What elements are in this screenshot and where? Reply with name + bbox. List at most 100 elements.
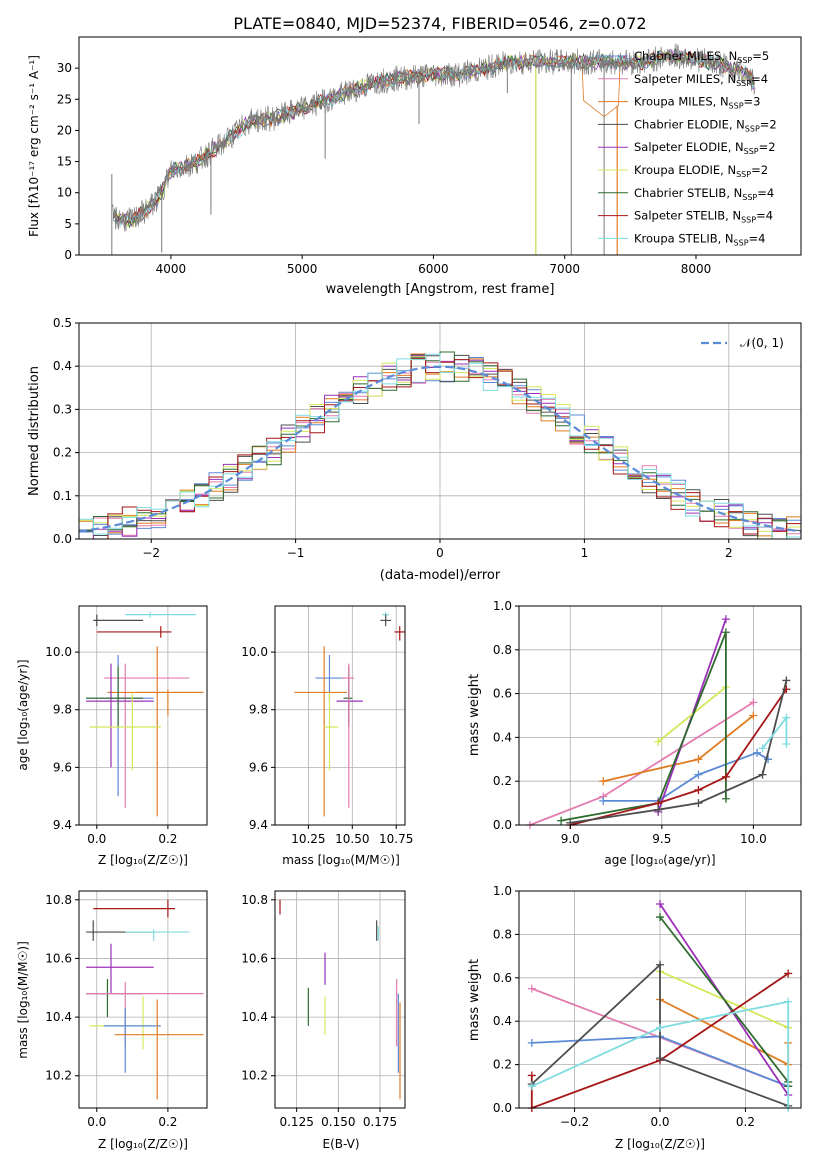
weight-vs-age-xtick-label: 9.5 <box>652 832 671 846</box>
weight-vs-age-marker-chabrier_elodie <box>758 770 767 779</box>
weight-vs-age-marker-chabrier_miles <box>694 770 703 779</box>
weight-vs-z-series-kroupa_miles <box>659 998 790 1067</box>
spectrum-ytick-label: 0 <box>64 248 72 262</box>
spectrum-ytick-label: 5 <box>64 217 72 231</box>
weight-vs-age-marker-salpeter_stelib <box>694 785 703 794</box>
weight-vs-age-marker-chabrier_miles <box>753 748 762 757</box>
spectrum-ylabel: Flux [fλ10⁻¹⁷ erg cm⁻² s⁻¹ A⁻¹] <box>27 55 41 237</box>
hist-ytick-label: 0.0 <box>53 532 72 546</box>
weight-vs-age-series-chabrier_stelib <box>560 631 727 822</box>
weight-vs-age-marker-kroupa_miles <box>749 711 758 720</box>
hist-ylabel: Normed distribution <box>27 366 42 496</box>
hist-normal-curve <box>78 365 802 533</box>
age-vs-z-ytick-label: 9.6 <box>53 760 72 774</box>
weight-vs-age-marker-chabrier_elodie <box>654 805 663 814</box>
age-vs-mass-ytick-label: 9.8 <box>249 703 268 717</box>
spectrum-xlabel: wavelength [Angstrom, rest frame] <box>326 282 555 297</box>
spectrum-data-line <box>111 43 756 232</box>
weight-vs-z-marker-salpeter_stelib <box>784 969 793 978</box>
weight-vs-z-marker-salpeter_stelib <box>527 1071 536 1080</box>
age-vs-mass-ytick-label: 10.0 <box>241 645 268 659</box>
weight-vs-age-ytick-label: 0.6 <box>493 687 512 701</box>
figure-title: PLATE=0840, MJD=52374, FIBERID=0546, z=0… <box>233 14 646 33</box>
legend-label-8: Kroupa STELIB, NSSP=4 <box>634 231 765 247</box>
hist-ytick-label: 0.5 <box>53 316 72 330</box>
mass-vs-ebv-frame <box>274 890 406 1109</box>
age-vs-z-xlabel: Z [log₁₀(Z/Z☉)] <box>98 853 188 867</box>
legend-label-2: Kroupa MILES, NSSP=3 <box>634 95 760 111</box>
hist-ytick-label: 0.2 <box>53 446 72 460</box>
legend-label-4: Salpeter ELODIE, NSSP=2 <box>634 140 776 156</box>
weight-vs-age-xtick-label: 10.0 <box>740 832 767 846</box>
hist-xtick-label: −2 <box>142 546 160 560</box>
hist-xtick-label: −1 <box>287 546 305 560</box>
weight-vs-age-xtick-label: 9.0 <box>561 832 580 846</box>
hist-legend-label: 𝒩(0, 1) <box>740 336 784 350</box>
legend-label-3: Chabrier ELODIE, NSSP=2 <box>634 117 777 133</box>
spectrum-xtick-label: 8000 <box>681 262 712 276</box>
weight-vs-z-marker-salpeter_miles <box>527 984 536 993</box>
mass-vs-z-ytick-label: 10.6 <box>45 951 72 965</box>
weight-vs-z-marker-salpeter_elodie <box>656 900 664 909</box>
hist-series-kroupa_elodie <box>79 356 801 540</box>
weight-vs-age-ytick-label: 1.0 <box>493 599 512 613</box>
weight-vs-age-marker-kroupa_miles <box>694 755 703 764</box>
age-vs-mass-ytick-label: 9.4 <box>249 818 268 832</box>
weight-vs-z-ytick-label: 0.8 <box>493 927 512 941</box>
weight-vs-z-marker-kroupa_stelib <box>527 1082 536 1091</box>
age-vs-z-ytick-label: 9.8 <box>53 703 72 717</box>
weight-vs-z-marker-kroupa_stelib <box>784 997 793 1006</box>
hist-ytick-label: 0.1 <box>53 489 72 503</box>
mass-vs-ebv-xtick-label: 0.175 <box>363 1115 397 1129</box>
mass-vs-ebv-xtick-label: 0.150 <box>321 1115 355 1129</box>
mass-vs-ebv-xlabel: E(B-V) <box>322 1137 359 1151</box>
age-vs-mass-frame <box>274 605 406 826</box>
age-vs-mass-xtick-label: 10.25 <box>291 832 325 846</box>
age-vs-z-ytick-label: 9.4 <box>53 818 72 832</box>
weight-vs-age-marker-salpeter_miles <box>749 698 758 707</box>
legend-label-0: Chabrier MILES, NSSP=5 <box>634 49 769 65</box>
mass-vs-ebv-ytick-label: 10.2 <box>241 1069 268 1083</box>
spectrum-ytick-label: 10 <box>57 186 72 200</box>
weight-vs-age-marker-chabrier_stelib <box>721 628 730 637</box>
weight-vs-z-ytick-label: 0.2 <box>493 1058 512 1072</box>
weight-vs-z-ytick-label: 0.6 <box>493 971 512 985</box>
age-vs-mass-xlabel: mass [log₁₀(M/M☉)] <box>282 853 400 867</box>
mass-vs-z-xtick-label: 0.2 <box>158 1115 177 1129</box>
hist-xtick-label: 1 <box>581 546 589 560</box>
spectrum-ytick-label: 20 <box>57 123 72 137</box>
mass-vs-ebv-ytick-label: 10.4 <box>241 1010 268 1024</box>
weight-vs-z-marker-chabrier_stelib <box>656 913 664 922</box>
weight-vs-age-marker-kroupa_elodie <box>654 737 663 746</box>
weight-vs-age-marker-chabrier_elodie <box>782 676 791 685</box>
age-vs-mass-ytick-label: 9.6 <box>249 760 268 774</box>
weight-vs-z-marker-kroupa_stelib <box>656 1023 664 1032</box>
spectrum-xtick-label: 4000 <box>156 262 187 276</box>
weight-vs-z-marker-chabrier_elodie <box>656 1054 664 1063</box>
mass-vs-z-ytick-label: 10.4 <box>45 1010 72 1024</box>
legend-label-5: Kroupa ELODIE, NSSP=2 <box>634 163 768 179</box>
weight-vs-age-marker-kroupa_stelib <box>782 739 791 748</box>
weight-vs-age-xlabel: age [log₁₀(age/yr)] <box>604 853 715 867</box>
spectrum-ytick-label: 15 <box>57 155 72 169</box>
weight-vs-age-marker-chabrier_miles <box>599 796 608 805</box>
legend-label-6: Chabrier STELIB, NSSP=4 <box>634 186 774 202</box>
age-vs-mass-xtick-label: 10.75 <box>379 832 413 846</box>
weight-vs-age-ytick-label: 0.8 <box>493 643 512 657</box>
spectrum-frame <box>78 36 802 256</box>
weight-vs-z-ytick-label: 0.0 <box>493 1101 512 1115</box>
age-vs-mass-xtick-label: 10.50 <box>335 832 369 846</box>
weight-vs-age-frame <box>518 605 802 826</box>
weight-vs-z-marker-chabrier_elodie <box>656 960 664 969</box>
age-vs-z-xtick-label: 0.2 <box>158 832 177 846</box>
age-vs-z-frame <box>78 605 208 826</box>
weight-vs-z-xtick-label: −0.2 <box>560 1115 589 1129</box>
spectrum-xtick-label: 7000 <box>549 262 580 276</box>
age-vs-z-ylabel: age [log₁₀(age/yr)] <box>16 659 30 770</box>
mass-vs-ebv-ytick-label: 10.8 <box>241 893 268 907</box>
spectrum-ytick-label: 25 <box>57 92 72 106</box>
weight-vs-z-xtick-label: 0.0 <box>650 1115 669 1129</box>
hist-series-kroupa_stelib <box>79 353 801 540</box>
spectrum-xtick-label: 5000 <box>287 262 318 276</box>
